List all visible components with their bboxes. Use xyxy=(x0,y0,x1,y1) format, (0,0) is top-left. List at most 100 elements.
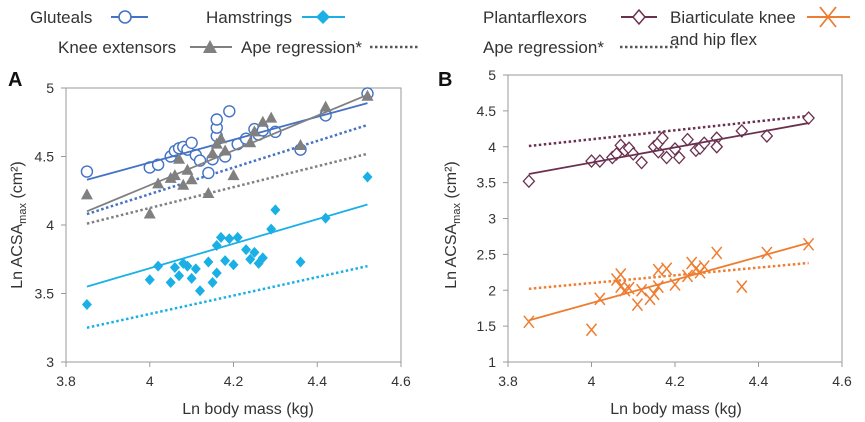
data-point-plantarflexors xyxy=(626,146,640,161)
data-point-hamstrings xyxy=(215,231,226,243)
fit-line-knee-extensors xyxy=(86,94,368,213)
plot-area-b: 3.8 4 4.2 4.4 4.6 1 1.5 2 2.5 3 3.5 4 4.5 5 xyxy=(477,67,852,389)
y-tick-label: 3 xyxy=(488,211,496,227)
legend-triangle-icon xyxy=(203,40,217,53)
panel-label-b: B xyxy=(438,69,452,91)
data-point-biarticulate-knee-and-hip-flex xyxy=(711,246,723,260)
y-tick-label: 2 xyxy=(488,282,496,298)
data-point-hamstrings xyxy=(295,256,306,268)
data-point-hamstrings xyxy=(174,270,185,282)
data-point-biarticulate-knee-and-hip-flex xyxy=(761,246,773,260)
fit-line-hamstrings xyxy=(86,203,368,288)
data-point-gluteals xyxy=(80,165,94,178)
data-point-knee-extensors xyxy=(319,100,332,112)
fit-line-biarticulate-knee-and-hip-flex xyxy=(528,242,809,322)
x-tick-label: 4.6 xyxy=(832,373,852,389)
legend: Gluteals Hamstrings Knee extensors Ape r… xyxy=(30,6,850,57)
data-point-biarticulate-knee-and-hip-flex xyxy=(636,283,648,297)
data-point-biarticulate-knee-and-hip-flex xyxy=(615,267,627,281)
ape-regression-line xyxy=(528,261,809,291)
data-point-biarticulate-knee-and-hip-flex xyxy=(803,237,815,251)
data-point-knee-extensors xyxy=(256,115,269,127)
y-tick-label: 4.5 xyxy=(35,149,55,165)
y-tick-label: 4 xyxy=(46,217,54,233)
data-point-gluteals xyxy=(223,105,236,118)
data-point-knee-extensors xyxy=(248,125,261,137)
y-axis-title-unit-a: (cm²) xyxy=(9,161,26,203)
fit-line-plantarflexors xyxy=(528,122,809,175)
data-point-hamstrings xyxy=(249,246,260,258)
ape-regression-line xyxy=(86,264,368,329)
x-axis-title-b: Ln body mass (kg) xyxy=(610,401,742,418)
x-tick-label: 4.2 xyxy=(665,373,685,389)
legend-diamond-icon xyxy=(316,10,330,24)
legend-x-icon xyxy=(819,6,837,28)
plot-frame-b xyxy=(507,74,843,363)
y-axis-title-main-a: Ln ACSA xyxy=(9,223,26,288)
legend-label-knee-extensors: Knee extensors xyxy=(58,38,176,57)
x-tick-label: 4.6 xyxy=(391,373,411,389)
data-point-knee-extensors xyxy=(214,132,227,144)
data-point-knee-extensors xyxy=(206,147,219,159)
data-point-gluteals xyxy=(210,113,223,126)
y-tick-label: 4 xyxy=(488,139,496,155)
data-point-plantarflexors xyxy=(802,111,815,126)
data-point-biarticulate-knee-and-hip-flex xyxy=(652,280,664,294)
y-tick-label: 3 xyxy=(46,354,54,370)
y-axis-title-a: Ln ACSAmax (cm²) xyxy=(9,161,29,288)
data-point-biarticulate-knee-and-hip-flex xyxy=(661,262,673,276)
data-point-gluteals xyxy=(202,166,215,180)
y-tick-label: 5 xyxy=(488,67,496,83)
legend-label-ape-regression-a: Ape regression* xyxy=(241,38,362,57)
data-point-knee-extensors xyxy=(80,188,93,200)
y-axis-title-b: Ln ACSAmax (cm²) xyxy=(443,161,463,288)
legend-label-gluteals: Gluteals xyxy=(30,8,92,27)
data-point-knee-extensors xyxy=(202,186,215,198)
y-tick-label: 1.5 xyxy=(477,318,497,334)
data-point-plantarflexors xyxy=(672,150,686,165)
x-axis-title-a: Ln body mass (kg) xyxy=(182,401,314,418)
data-point-hamstrings xyxy=(224,233,235,245)
panel-a: A Ln ACSAmax (cm²) Ln body mass (kg) 3.8… xyxy=(8,69,411,418)
y-axis-title-sub-a: max xyxy=(17,203,29,224)
ape-regression-line xyxy=(86,123,368,216)
y-axis-title-main-b: Ln ACSA xyxy=(443,223,460,288)
data-point-hamstrings xyxy=(232,231,243,243)
data-point-hamstrings xyxy=(182,260,193,272)
data-point-biarticulate-knee-and-hip-flex xyxy=(594,292,606,306)
data-point-biarticulate-knee-and-hip-flex xyxy=(631,298,644,312)
data-point-knee-extensors xyxy=(185,173,198,185)
data-point-hamstrings xyxy=(165,277,176,289)
panel-label-a: A xyxy=(8,69,22,91)
x-tick-label: 4 xyxy=(588,373,596,389)
data-point-hamstrings xyxy=(169,261,180,273)
x-tick-label: 4.4 xyxy=(749,373,769,389)
data-point-plantarflexors xyxy=(635,155,648,170)
data-point-knee-extensors xyxy=(177,178,190,190)
legend-label-biarticulate-line1: Biarticulate knee xyxy=(670,8,796,27)
data-point-hamstrings xyxy=(195,285,205,297)
data-point-hamstrings xyxy=(241,244,252,256)
data-point-hamstrings xyxy=(207,277,218,289)
x-tick-label: 3.8 xyxy=(56,373,76,389)
data-point-plantarflexors xyxy=(660,150,674,165)
data-point-knee-extensors xyxy=(173,152,186,164)
svg-text:Ln ACSAmax (cm²): Ln ACSAmax (cm²) xyxy=(443,161,463,288)
y-tick-label: 5 xyxy=(46,80,54,96)
data-point-plantarflexors xyxy=(585,154,598,169)
y-tick-label: 3.5 xyxy=(35,286,55,302)
svg-text:Ln ACSAmax (cm²): Ln ACSAmax (cm²) xyxy=(9,161,29,288)
data-point-hamstrings xyxy=(228,259,239,271)
data-point-hamstrings xyxy=(245,253,256,265)
data-point-knee-extensors xyxy=(227,169,240,181)
legend-circle-icon xyxy=(118,10,132,24)
y-tick-label: 1 xyxy=(488,354,496,370)
x-tick-label: 3.8 xyxy=(498,373,518,389)
data-point-plantarflexors xyxy=(656,131,669,146)
data-point-knee-extensors xyxy=(143,207,156,219)
data-point-plantarflexors xyxy=(710,139,724,154)
panel-b: B Ln ACSAmax (cm²) Ln body mass (kg) 3.8… xyxy=(438,67,852,418)
data-point-hamstrings xyxy=(220,255,231,267)
y-axis-title-unit-b: (cm²) xyxy=(443,161,460,203)
